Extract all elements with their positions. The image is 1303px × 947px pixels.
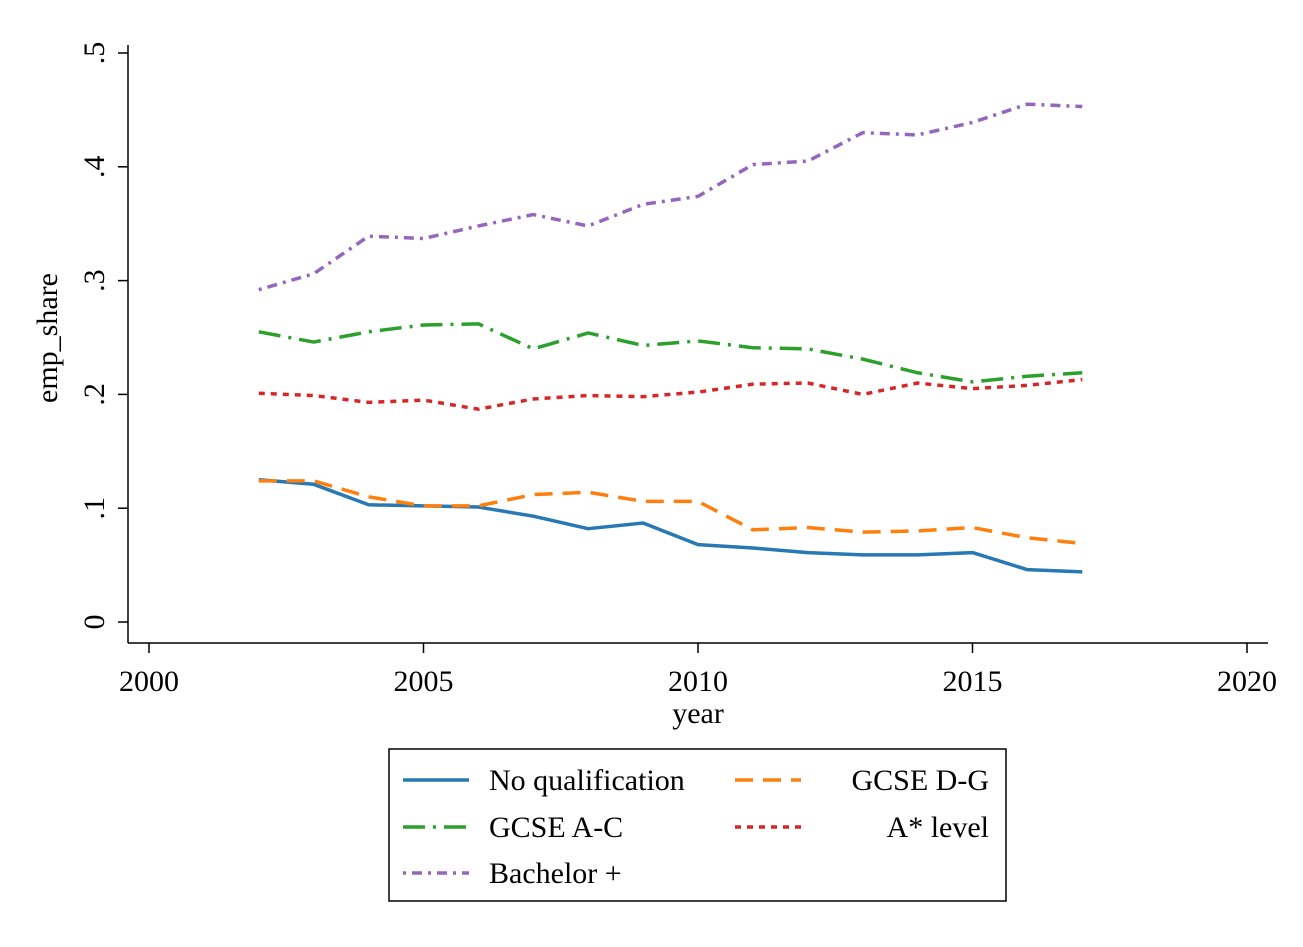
y-tick-label: .4 — [78, 156, 111, 179]
legend: No qualification GCSE D-G GCSE A-C A* level… — [388, 748, 1007, 902]
legend-label: GCSE A-C — [489, 811, 623, 844]
x-tick-label: 2000 — [119, 665, 179, 698]
y-tick-label: .2 — [78, 383, 111, 406]
series-line-no-qualification — [258, 478, 1083, 574]
series-line-gcse-a-c — [258, 322, 1083, 384]
y-tick-label: .5 — [78, 42, 111, 65]
x-tick-label: 2005 — [394, 665, 454, 698]
y-tick-label: .1 — [78, 497, 111, 520]
series-line-bachelor — [258, 102, 1083, 292]
x-tick-label: 2015 — [943, 665, 1003, 698]
y-axis-title: emp_share — [31, 273, 64, 403]
legend-label: Bachelor + — [489, 857, 622, 890]
y-tick-label: .3 — [78, 269, 111, 292]
x-axis-title: year — [672, 697, 724, 730]
x-ticks: 2000 2005 2010 2015 2020 — [119, 643, 1277, 698]
y-tick-label: 0 — [78, 615, 111, 630]
legend-items: No qualification GCSE D-G GCSE A-C A* level… — [403, 764, 989, 890]
legend-label: A* level — [887, 811, 989, 844]
legend-box — [388, 748, 1007, 902]
x-tick-label: 2020 — [1217, 665, 1277, 698]
legend-label: GCSE D-G — [851, 764, 989, 797]
y-ticks: 0 .1 .2 .3 .4 .5 — [78, 42, 128, 630]
series-line-a-level — [258, 377, 1083, 411]
legend-label: No qualification — [489, 764, 685, 797]
series-lines — [258, 102, 1083, 574]
axes: 0 .1 .2 .3 .4 .5 2000 2005 2010 2015 2020 — [78, 42, 1277, 698]
x-tick-label: 2010 — [668, 665, 728, 698]
